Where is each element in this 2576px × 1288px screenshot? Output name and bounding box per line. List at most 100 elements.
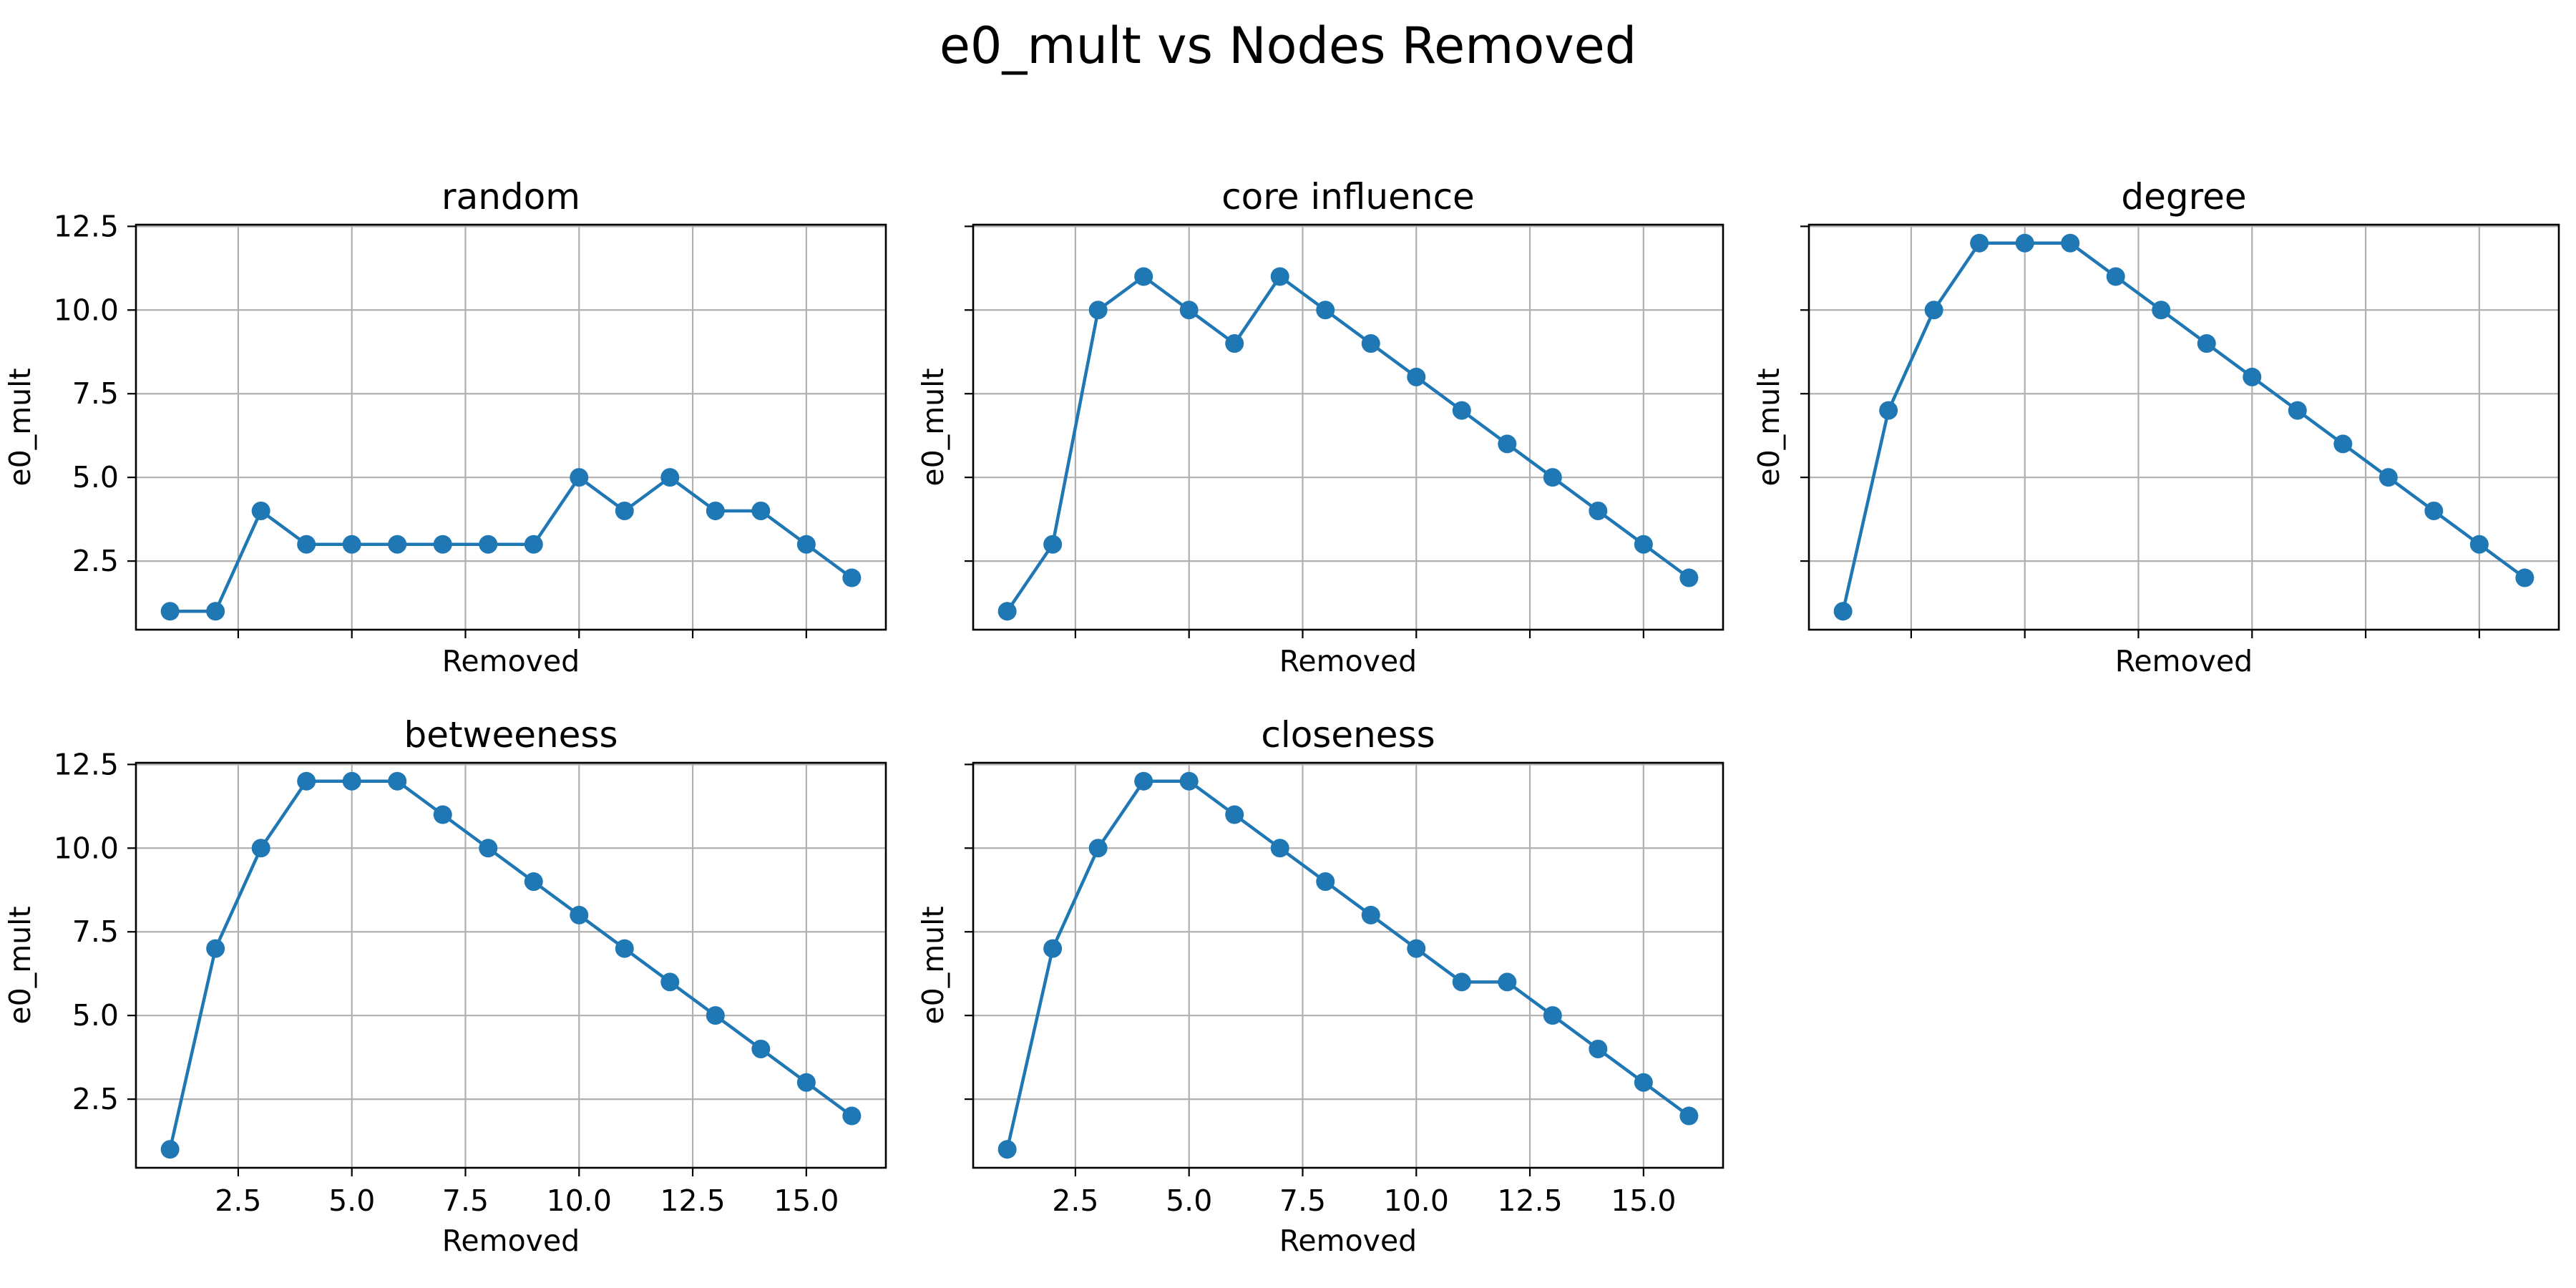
axes-frame xyxy=(135,223,887,631)
data-point xyxy=(2106,267,2125,286)
y-tick-label: 5.0 xyxy=(72,460,119,494)
data-point xyxy=(1498,434,1517,454)
data-point xyxy=(1589,1039,1608,1058)
data-point xyxy=(1833,602,1853,621)
data-point xyxy=(524,535,543,554)
data-point xyxy=(1589,501,1608,520)
data-point xyxy=(2152,301,2171,320)
x-tick-label: 10.0 xyxy=(547,1184,612,1218)
data-point xyxy=(2515,568,2534,587)
subplot-core-influence: core influence Removed e0_mult xyxy=(916,176,1724,678)
x-tick-label: 15.0 xyxy=(774,1184,839,1218)
x-tick-label: 2.5 xyxy=(1052,1184,1098,1218)
subplot-closeness: 2.5 5.0 7.5 10.0 12.5 15.0 closeness Removed e0_… xyxy=(916,714,1724,1258)
axes-frame xyxy=(972,761,1724,1169)
data-point xyxy=(1225,334,1244,353)
data-point xyxy=(388,771,407,791)
data-point xyxy=(1452,972,1471,992)
data-point xyxy=(160,602,180,621)
data-point xyxy=(2424,501,2444,520)
axes-frame xyxy=(972,223,1724,631)
data-point xyxy=(842,568,862,587)
data-point xyxy=(1452,401,1471,420)
series-line xyxy=(1005,275,1690,613)
data-point xyxy=(1407,939,1426,958)
data-point xyxy=(1316,301,1335,320)
x-tick-label: 5.0 xyxy=(1166,1184,1212,1218)
data-point xyxy=(615,939,634,958)
data-point xyxy=(2469,535,2489,554)
x-axis-label: Removed xyxy=(1279,644,1417,678)
data-point xyxy=(388,535,407,554)
data-point xyxy=(1179,771,1199,791)
subplot-betweeness: 2.5 5.0 7.5 10.0 12.5 15.0 2.5 5.0 7.5 10.0 12.5 be… xyxy=(3,714,887,1258)
data-point xyxy=(1088,839,1108,858)
data-point xyxy=(1634,1073,1653,1092)
data-point xyxy=(433,805,452,824)
x-tick-label: 15.0 xyxy=(1611,1184,1676,1218)
data-point xyxy=(751,1039,771,1058)
y-tick-label: 5.0 xyxy=(72,998,119,1033)
data-point xyxy=(2197,334,2216,353)
y-axis-label: e0_mult xyxy=(916,368,950,486)
data-point xyxy=(206,939,225,958)
y-tick-label: 12.5 xyxy=(54,209,119,243)
data-point xyxy=(1316,872,1335,892)
data-point xyxy=(1679,1106,1699,1126)
data-point xyxy=(1924,301,1943,320)
x-tick-label: 2.5 xyxy=(215,1184,261,1218)
x-tick-label: 5.0 xyxy=(328,1184,375,1218)
x-axis-label: Removed xyxy=(442,644,580,678)
data-point xyxy=(1043,535,1063,554)
data-point xyxy=(206,602,225,621)
x-tick-label: 7.5 xyxy=(1279,1184,1326,1218)
data-point xyxy=(706,1006,725,1025)
data-point xyxy=(1498,972,1517,992)
data-point xyxy=(479,839,498,858)
data-point xyxy=(1543,1006,1562,1025)
data-point xyxy=(297,535,316,554)
data-point xyxy=(706,501,725,520)
data-point xyxy=(796,535,816,554)
y-tick-label: 7.5 xyxy=(72,376,119,411)
data-point xyxy=(1088,301,1108,320)
data-point xyxy=(842,1106,862,1126)
figure-title: e0_mult vs Nodes Removed xyxy=(940,16,1636,75)
data-point xyxy=(2061,233,2080,253)
data-point xyxy=(297,771,316,791)
data-point xyxy=(570,468,589,487)
y-axis-label: e0_mult xyxy=(1752,368,1786,486)
data-point xyxy=(1043,939,1063,958)
data-point xyxy=(1134,267,1153,286)
data-point xyxy=(1407,367,1426,386)
data-point xyxy=(1270,267,1289,286)
subplot-grid: 2.55.07.510.012.5randomRemovede0_multcor… xyxy=(3,176,2560,1258)
series-line xyxy=(168,779,853,1150)
subplot-title: closeness xyxy=(1261,714,1435,756)
x-axis-label: Removed xyxy=(442,1224,580,1258)
subplot-title: degree xyxy=(2121,176,2246,218)
data-point xyxy=(751,501,771,520)
x-tick-label: 12.5 xyxy=(1497,1184,1562,1218)
data-point xyxy=(1179,301,1199,320)
x-tick-label: 10.0 xyxy=(1384,1184,1449,1218)
data-point xyxy=(1361,905,1380,924)
data-point xyxy=(1970,233,1989,253)
series-line xyxy=(1005,779,1690,1150)
series-line xyxy=(1841,241,2526,612)
y-axis-label: e0_mult xyxy=(916,906,950,1024)
data-point xyxy=(997,1140,1017,1159)
x-axis-label: Removed xyxy=(2115,644,2253,678)
data-point xyxy=(342,535,361,554)
data-point xyxy=(1634,535,1653,554)
subplot-title: core influence xyxy=(1221,176,1475,218)
data-point xyxy=(2015,233,2034,253)
axes-frame xyxy=(135,761,887,1169)
x-tick-label: 12.5 xyxy=(660,1184,725,1218)
data-point xyxy=(1879,401,1898,420)
y-tick-label: 7.5 xyxy=(72,914,119,949)
data-point xyxy=(1679,568,1699,587)
data-point xyxy=(660,468,680,487)
